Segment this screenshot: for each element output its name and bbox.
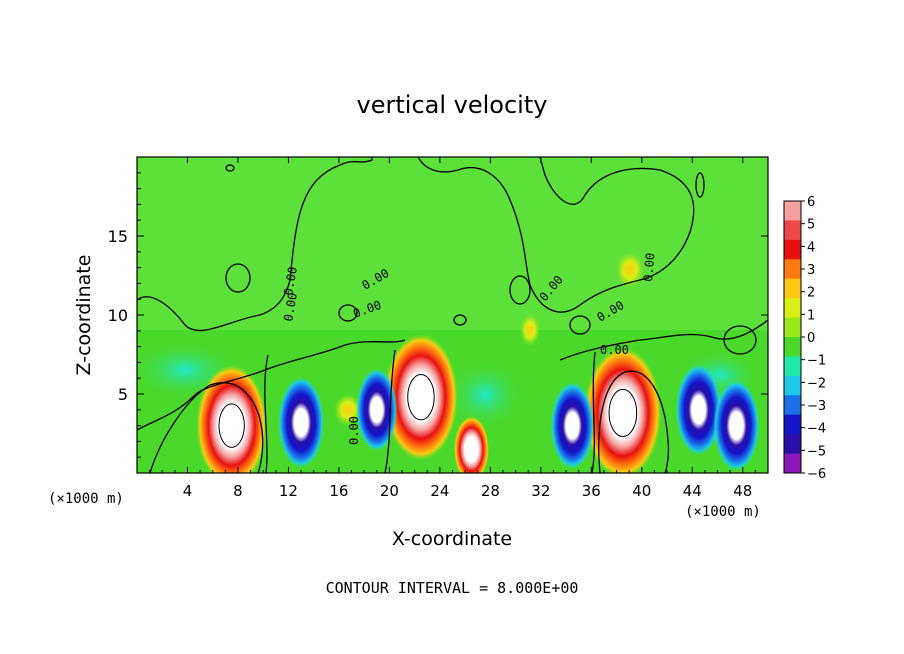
contour-label-8: 0.00: [281, 266, 300, 297]
x-tick-label-2: 12: [279, 482, 298, 500]
zero-contour-mid: [417, 157, 695, 313]
colorbar-swatch-3: [784, 259, 801, 280]
y-tick-label-0: 5: [118, 385, 128, 404]
colorbar-tick-label-6: 0: [807, 331, 815, 346]
zero-contour-lower-left: [137, 339, 406, 431]
colorbar-swatch-6: [784, 317, 801, 338]
colorbar-swatch-9: [784, 375, 801, 396]
zero-contour-island-d: [225, 164, 235, 172]
x-tick-label-1: 8: [233, 482, 243, 500]
x-tick-label-5: 24: [430, 482, 449, 500]
yellow-region-low: [334, 394, 362, 426]
colorbar-tick-label-11: −5: [807, 444, 826, 459]
zero-contour-plume-right: [591, 351, 596, 473]
colorbar-tick-label-4: 2: [807, 286, 815, 301]
updraft-cell-3: [453, 416, 490, 473]
colorbar-tick-label-5: 1: [807, 308, 815, 323]
zero-contour-island-g: [723, 325, 757, 355]
colorbar: 6 5 4 3 2 1 0 −1 −2 −3 −4 −5 −6: [783, 195, 826, 482]
colorbar-swatch-1: [784, 220, 801, 241]
x-tick-label-8: 36: [582, 482, 601, 500]
x-tick-label-7: 32: [531, 482, 550, 500]
contour-interval-footer: CONTOUR INTERVAL = 8.000E+00: [326, 579, 579, 597]
contour-label-6: 0.00: [600, 343, 629, 357]
plot-area: [137, 157, 768, 473]
zero-contour-lower-right: [559, 319, 768, 361]
x-tick-label-0: 4: [183, 482, 193, 500]
velocity-cells: [196, 334, 760, 473]
zero-contour-island-a: [225, 263, 251, 293]
downdraft-cell-4: [713, 380, 760, 471]
updraft-cell-0: [196, 365, 267, 473]
updraft-core-contour-2: [608, 388, 638, 438]
x-axis: 4 8 12 16 20 24 28 32 36 40 44 48: [149, 157, 756, 500]
zero-contour-updraft-left: [149, 382, 264, 473]
colorbar-tick-label-10: −4: [807, 422, 826, 437]
x-tick-label-10: 44: [683, 482, 702, 500]
colorbar-swatch-8: [784, 356, 801, 377]
zero-contour-plume-left: [264, 354, 269, 473]
x-unit-left: (×1000 m): [48, 491, 124, 507]
colorbar-tick-label-0: 6: [807, 195, 815, 210]
zero-contours: [137, 157, 768, 473]
x-axis-label: X-coordinate: [392, 528, 512, 550]
colorbar-swatch-0: [784, 201, 801, 221]
colorbar-swatch-13: [784, 453, 801, 474]
contour-label-7: 0.00: [641, 252, 657, 282]
y-tick-label-2: 15: [108, 227, 128, 246]
updraft-cell-2: [584, 347, 662, 473]
zero-contour-updraft-right: [598, 370, 670, 473]
y-axis: 5 10 15: [108, 172, 768, 458]
x-tick-label-6: 28: [481, 482, 500, 500]
updraft-cell-1: [384, 334, 458, 461]
colorbar-tick-label-2: 4: [807, 240, 815, 255]
colorbar-swatch-11: [784, 414, 801, 435]
x-tick-label-4: 20: [380, 482, 399, 500]
x-tick-label-11: 48: [733, 482, 752, 500]
updraft-core-contour-0: [218, 403, 245, 448]
y-tick-label-1: 10: [108, 306, 128, 325]
contour-label-0: 0.00: [281, 292, 300, 323]
updraft-core-contour-1: [407, 373, 435, 421]
x-unit-right: (×1000 m): [685, 504, 761, 520]
zero-contour-island-h: [695, 172, 705, 198]
downdraft-cell-1: [356, 368, 398, 451]
contour-cores: [218, 373, 638, 448]
downdraft-cell-0: [278, 377, 324, 468]
colorbar-tick-label-1: 5: [807, 218, 815, 233]
x-tick-label-9: 40: [632, 482, 651, 500]
colorbar-swatch-5: [784, 298, 801, 319]
y-axis-label: Z-coordinate: [73, 255, 95, 376]
colorbar-tick-label-12: −6: [807, 467, 826, 482]
zero-contour-plume-mid: [384, 349, 396, 473]
zero-contour-island-e: [338, 304, 358, 322]
colorbar-tick-label-8: −2: [807, 376, 826, 391]
zero-contour-upper: [137, 157, 373, 332]
yellow-region-upper: [616, 252, 644, 288]
zero-contour-island-c: [453, 314, 467, 326]
contour-label-3: 0.00: [347, 416, 361, 445]
colorbar-swatch-10: [784, 395, 801, 416]
colorbar-swatch-12: [784, 434, 801, 455]
cyan-region-mid: [445, 360, 525, 430]
colorbar-tick-label-9: −3: [807, 399, 826, 414]
zero-contour-island-b: [509, 275, 531, 305]
downdraft-cell-2: [550, 382, 594, 469]
zero-contour-island-f: [569, 315, 591, 335]
x-tick-label-3: 16: [329, 482, 348, 500]
yellow-region-small: [520, 314, 540, 346]
colorbar-swatch-7: [784, 337, 801, 357]
chart-title: vertical velocity: [357, 91, 548, 119]
colorbar-tick-label-7: −1: [807, 354, 826, 369]
downdraft-cell-3: [675, 364, 722, 456]
colorbar-swatch-4: [784, 278, 801, 299]
colorbar-tick-label-3: 3: [807, 263, 815, 278]
colorbar-swatch-2: [784, 239, 801, 260]
